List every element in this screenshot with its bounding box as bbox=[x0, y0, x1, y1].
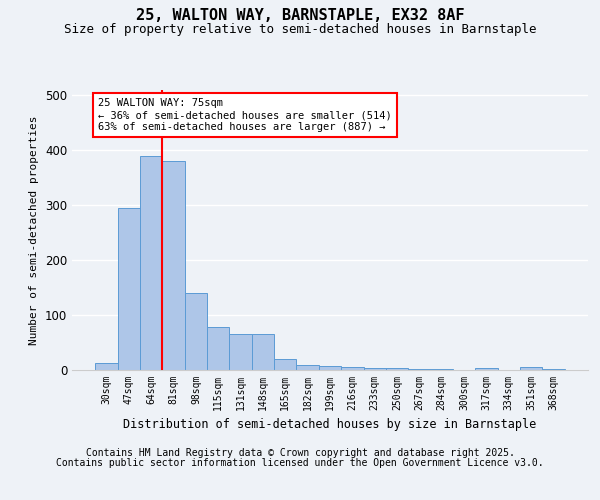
Bar bbox=[386, 368, 408, 370]
Bar bbox=[341, 366, 364, 370]
Bar bbox=[364, 368, 386, 370]
Bar bbox=[118, 208, 140, 370]
Bar bbox=[185, 293, 207, 370]
Bar bbox=[207, 327, 229, 370]
Bar bbox=[475, 368, 497, 370]
Bar bbox=[520, 366, 542, 370]
Text: Size of property relative to semi-detached houses in Barnstaple: Size of property relative to semi-detach… bbox=[64, 22, 536, 36]
X-axis label: Distribution of semi-detached houses by size in Barnstaple: Distribution of semi-detached houses by … bbox=[124, 418, 536, 432]
Bar bbox=[542, 369, 565, 370]
Text: Contains HM Land Registry data © Crown copyright and database right 2025.: Contains HM Land Registry data © Crown c… bbox=[86, 448, 514, 458]
Bar bbox=[140, 156, 163, 370]
Bar bbox=[95, 364, 118, 370]
Bar bbox=[296, 365, 319, 370]
Bar bbox=[319, 366, 341, 370]
Text: 25 WALTON WAY: 75sqm
← 36% of semi-detached houses are smaller (514)
63% of semi: 25 WALTON WAY: 75sqm ← 36% of semi-detac… bbox=[98, 98, 392, 132]
Bar bbox=[252, 334, 274, 370]
Text: 25, WALTON WAY, BARNSTAPLE, EX32 8AF: 25, WALTON WAY, BARNSTAPLE, EX32 8AF bbox=[136, 8, 464, 22]
Bar bbox=[408, 369, 431, 370]
Bar bbox=[274, 359, 296, 370]
Y-axis label: Number of semi-detached properties: Number of semi-detached properties bbox=[29, 116, 40, 345]
Bar bbox=[431, 369, 453, 370]
Bar bbox=[163, 162, 185, 370]
Bar bbox=[229, 334, 252, 370]
Text: Contains public sector information licensed under the Open Government Licence v3: Contains public sector information licen… bbox=[56, 458, 544, 468]
